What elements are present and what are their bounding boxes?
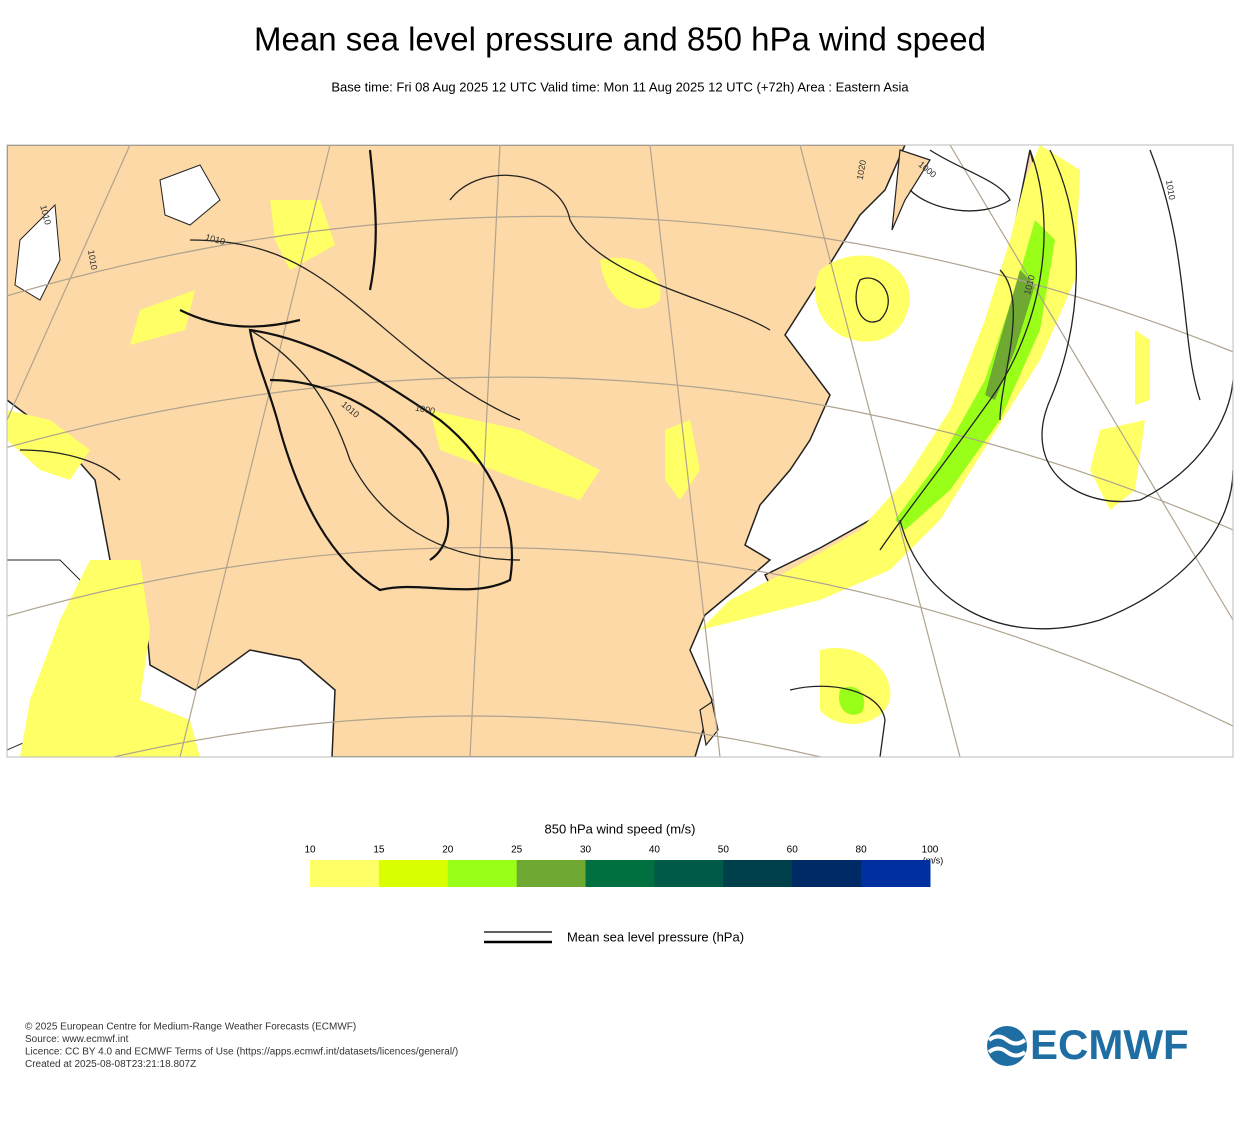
colorbar: 850 hPa wind speed (m/s) (m/s) 10 15 20 25 3… [304,821,943,887]
colorbar-segment [861,860,931,887]
contour-label: 1010 [1164,179,1177,200]
contour-label: 1020 [855,159,868,180]
contour-label: 1010 [86,249,99,270]
legend-label: Mean sea level pressure (hPa) [567,929,744,944]
colorbar-tick-label: 50 [718,845,730,856]
colorbar-tick-label: 60 [787,845,799,856]
colorbar-tick-label: 15 [373,845,385,856]
terrain-contours [179,149,513,592]
colorbar-unit: (m/s) [923,855,944,865]
land [891,149,931,231]
logo: ECMWF [987,1021,1189,1068]
subtitle: Base time: Fri 08 Aug 2025 12 UTC Valid … [331,79,909,94]
colorbar-segment [516,860,587,887]
footer-line: Licence: CC BY 4.0 and ECMWF Terms of Us… [25,1046,458,1057]
colorbar-segment [654,860,724,887]
colorbar-title: 850 hPa wind speed (m/s) [544,821,695,836]
contour-label: 1000 [414,403,435,416]
colorbar-segment [310,860,380,887]
colorbar-tick-label: 80 [856,845,868,856]
colorbar-segment [792,860,862,887]
graticule [7,145,1233,757]
colorbar-segment [723,860,793,887]
colorbar-tick-label: 20 [442,845,454,856]
footer-line: Source: www.ecmwf.int [25,1034,129,1045]
logo-waves [987,1034,1027,1058]
inland-sea [14,203,61,301]
colorbar-tick-label: 25 [511,845,523,856]
logo-text: ECMWF [1030,1021,1189,1068]
footer-line: © 2025 European Centre for Medium-Range … [25,1022,356,1033]
title: Mean sea level pressure and 850 hPa wind… [254,21,986,58]
colorbar-segment [585,860,655,887]
logo-icon [987,1026,1027,1066]
inland-sea [159,164,221,226]
legend: Mean sea level pressure (hPa) [484,929,744,944]
wind-shading [985,270,1035,400]
map-frame [6,144,1234,758]
colorbar-tick-label: 40 [649,845,661,856]
footer: © 2025 European Centre for Medium-Range … [25,1022,458,1070]
colorbar-segment [447,860,518,887]
colorbar-segment [378,860,449,887]
footer-line: Created at 2025-08-08T23:21:18.807Z [25,1059,196,1070]
pressure-contours [19,149,1233,757]
colorbar-tick-label: 10 [304,845,316,856]
colorbar-tick-label: 30 [580,845,592,856]
colorbar-tick-label: 100 [922,845,939,856]
